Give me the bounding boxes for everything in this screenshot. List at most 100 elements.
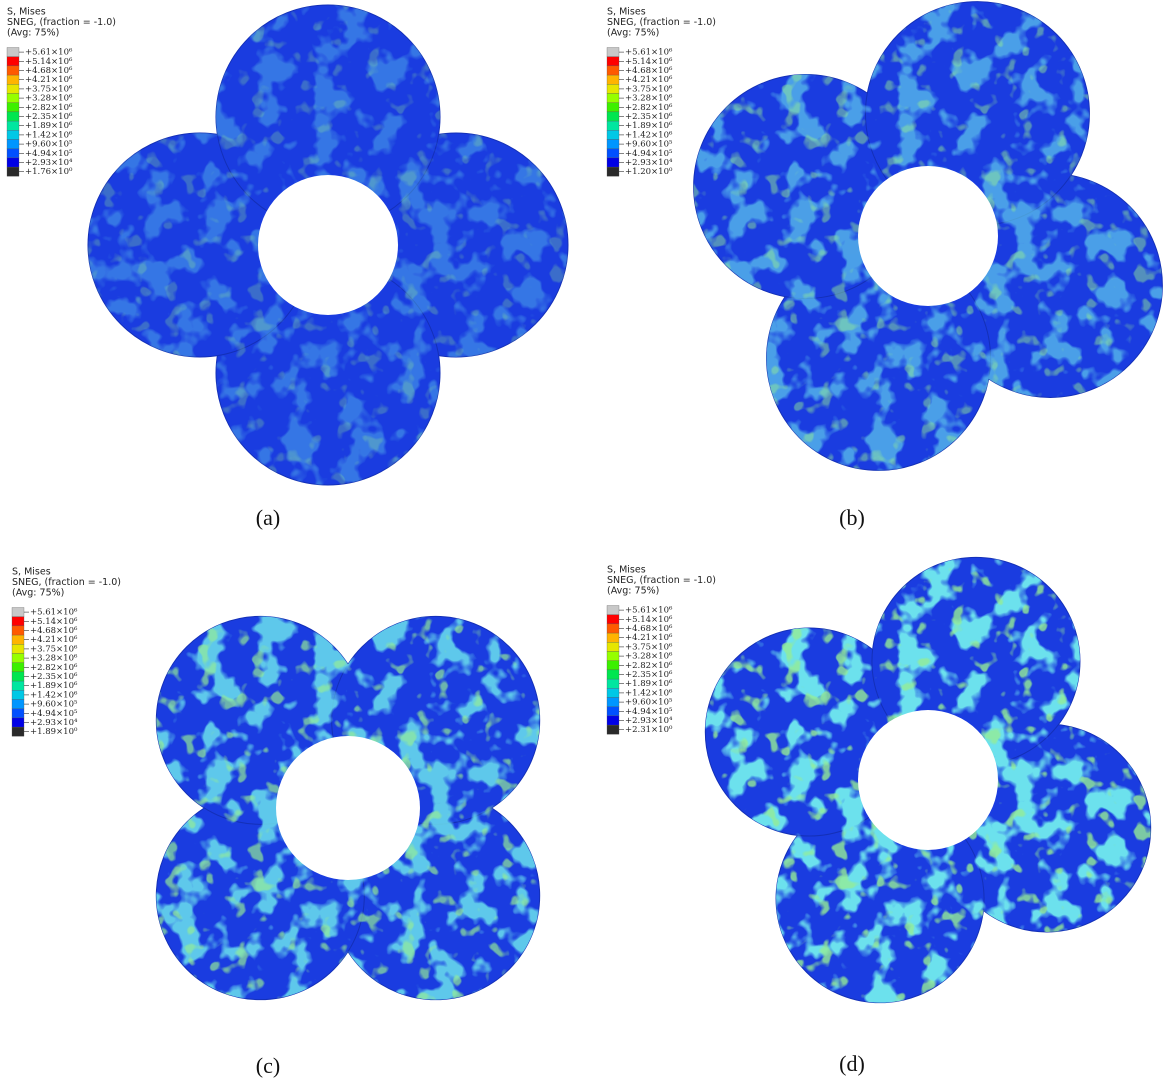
legend-label: +4.68×10⁶	[625, 624, 673, 634]
legend-label: +3.75×10⁶	[625, 642, 673, 652]
legend-title: (Avg: 75%)	[7, 28, 59, 39]
legend-label: +4.94×10⁵	[625, 707, 673, 717]
legend-label: +1.20×10⁰	[625, 167, 673, 177]
legend-swatch	[606, 84, 620, 94]
legend-label: +1.89×10⁶	[25, 121, 73, 131]
legend-label: +3.28×10⁶	[625, 94, 673, 104]
legend-swatch	[11, 616, 25, 627]
legend-swatch	[11, 708, 25, 719]
legend-label: +4.94×10⁵	[625, 149, 673, 159]
legend-swatch	[6, 157, 20, 168]
legend-swatch	[606, 614, 620, 625]
legend-swatch	[606, 660, 620, 671]
legend-title: SNEG, (fraction = -1.0)	[7, 17, 116, 28]
legend-label: +3.75×10⁶	[625, 84, 673, 94]
legend-swatch	[11, 671, 25, 682]
center-hole	[276, 736, 420, 880]
legend-swatch	[606, 678, 620, 689]
legend-label: +1.89×10⁰	[30, 727, 78, 737]
legend-title: (Avg: 75%)	[12, 588, 64, 599]
legend-swatch	[606, 111, 620, 122]
legend-swatch	[11, 644, 25, 654]
legend-swatch	[6, 166, 20, 177]
legend-swatch	[606, 697, 620, 707]
legend-label: +5.61×10⁶	[30, 608, 78, 618]
legend-label: +2.82×10⁶	[625, 103, 673, 113]
legend-label: +2.93×10⁴	[625, 716, 673, 726]
legend-title: S, Mises	[607, 7, 646, 18]
legend-swatch	[606, 623, 620, 634]
legend-title: S, Mises	[12, 567, 51, 578]
legend-label: +2.35×10⁶	[625, 112, 673, 122]
legend-label: +4.21×10⁶	[30, 635, 78, 645]
legend-swatch	[11, 680, 25, 691]
legend-label: +2.35×10⁶	[30, 672, 78, 682]
legend-swatch	[6, 84, 20, 94]
legend-swatch	[6, 139, 20, 149]
legend-label: +2.35×10⁶	[25, 112, 73, 122]
legend-swatch	[6, 56, 20, 67]
legend-swatch	[606, 166, 620, 177]
legend-label: +3.28×10⁶	[30, 654, 78, 664]
legend-swatch	[11, 690, 25, 700]
legend-label: +1.42×10⁶	[625, 688, 673, 698]
legend-label: +4.68×10⁶	[30, 626, 78, 636]
legend-title: SNEG, (fraction = -1.0)	[12, 577, 121, 588]
panel-caption: (a)	[256, 505, 280, 530]
legend-swatch	[606, 47, 620, 57]
legend-swatch	[606, 65, 620, 76]
legend-swatch	[11, 662, 25, 673]
legend-swatch	[606, 130, 620, 140]
legend-swatch	[11, 726, 25, 737]
legend-swatch	[606, 605, 620, 615]
legend-label: +1.89×10⁶	[625, 121, 673, 131]
legend-label: +5.14×10⁶	[30, 617, 78, 627]
legend-label: +2.82×10⁶	[25, 103, 73, 113]
legend-label: +3.75×10⁶	[25, 84, 73, 94]
legend-label: +5.61×10⁶	[625, 606, 673, 616]
panel-caption: (d)	[839, 1051, 865, 1076]
center-hole	[258, 175, 398, 315]
legend-label: +3.28×10⁶	[25, 94, 73, 104]
legend-label: +1.42×10⁶	[625, 130, 673, 140]
legend-title: SNEG, (fraction = -1.0)	[607, 17, 716, 28]
legend-swatch	[606, 669, 620, 680]
legend-swatch	[11, 717, 25, 728]
legend-label: +2.93×10⁴	[25, 158, 73, 168]
legend-swatch	[606, 56, 620, 67]
legend-label: +3.75×10⁶	[30, 644, 78, 654]
legend-swatch	[6, 102, 20, 113]
legend-swatch	[6, 111, 20, 122]
legend-label: +4.21×10⁶	[25, 75, 73, 85]
legend-label: +4.68×10⁶	[25, 66, 73, 76]
legend-swatch	[6, 130, 20, 140]
legend-swatch	[6, 65, 20, 76]
legend-label: +4.94×10⁵	[30, 709, 78, 719]
legend-swatch	[606, 706, 620, 717]
legend-label: +9.60×10⁵	[25, 140, 73, 150]
legend-label: +1.89×10⁶	[625, 679, 673, 689]
legend-label: +9.60×10⁵	[30, 700, 78, 710]
center-hole	[858, 166, 998, 306]
legend-swatch	[606, 688, 620, 698]
legend-label: +5.61×10⁶	[625, 48, 673, 58]
legend-swatch	[11, 625, 25, 636]
legend-swatch	[606, 715, 620, 726]
legend-title: S, Mises	[607, 565, 646, 576]
legend-label: +2.35×10⁶	[625, 670, 673, 680]
legend-swatch	[606, 120, 620, 131]
legend-title: (Avg: 75%)	[607, 586, 659, 597]
legend-label: +5.14×10⁶	[625, 57, 673, 67]
legend-label: +2.82×10⁶	[625, 661, 673, 671]
legend-swatch	[11, 653, 25, 663]
legend-label: +2.82×10⁶	[30, 663, 78, 673]
legend-label: +2.93×10⁴	[625, 158, 673, 168]
center-hole	[858, 710, 998, 850]
legend-label: +4.68×10⁶	[625, 66, 673, 76]
legend-label: +5.14×10⁶	[625, 615, 673, 625]
legend-swatch	[606, 632, 620, 643]
